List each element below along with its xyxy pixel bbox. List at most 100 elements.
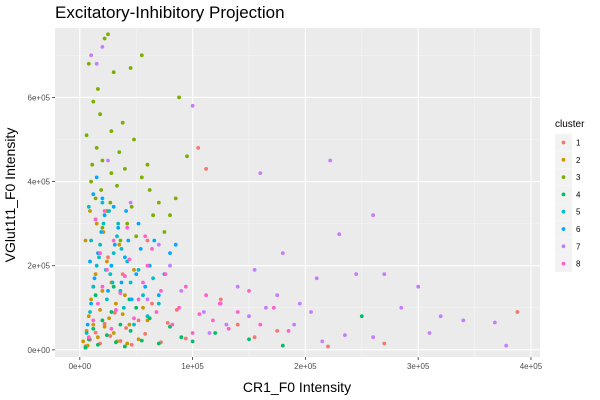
data-point — [132, 268, 136, 272]
data-point — [286, 329, 291, 333]
data-point — [247, 337, 251, 342]
y-tick-label: 2e+05 — [28, 262, 51, 271]
data-point — [156, 341, 161, 346]
data-point — [515, 310, 520, 314]
x-tick-label: 0e+00 — [69, 362, 92, 371]
data-point — [88, 209, 92, 213]
data-point — [105, 259, 109, 264]
data-point — [183, 336, 188, 341]
series-cluster-6 — [85, 175, 178, 327]
data-point — [91, 322, 96, 327]
legend-key-point — [561, 261, 566, 266]
data-point — [224, 322, 229, 327]
data-point — [382, 341, 387, 346]
data-point — [493, 320, 497, 325]
x-axis-title: CR1_F0 Intensity — [243, 379, 351, 395]
data-point — [320, 339, 325, 344]
data-point — [120, 312, 125, 316]
data-point — [123, 255, 127, 260]
x-tick-label: 4e+05 — [520, 362, 543, 371]
legend-label: 4 — [576, 190, 581, 199]
data-point — [119, 247, 124, 251]
data-point — [168, 213, 172, 218]
data-point — [109, 171, 114, 176]
data-point — [156, 200, 161, 205]
data-point — [150, 247, 154, 251]
data-point — [235, 322, 240, 327]
data-point — [85, 322, 90, 327]
x-tick-label: 2e+05 — [294, 362, 317, 371]
data-point — [359, 314, 364, 319]
data-point — [116, 225, 121, 230]
data-point — [100, 45, 105, 49]
data-point — [123, 274, 127, 279]
data-point — [89, 53, 93, 58]
data-point — [218, 297, 223, 302]
x-axis: 0e+00 1e+05 2e+05 3e+05 4e+05 — [69, 357, 543, 371]
data-point — [124, 326, 128, 330]
data-point — [118, 322, 123, 327]
data-point — [89, 238, 93, 243]
data-point — [152, 238, 157, 243]
panel-background — [55, 28, 540, 357]
data-point — [326, 344, 330, 349]
data-point — [84, 133, 89, 138]
data-point — [204, 293, 209, 298]
data-point — [371, 335, 375, 340]
data-point — [504, 343, 509, 348]
data-point — [247, 289, 251, 293]
data-point — [399, 305, 404, 310]
data-point — [93, 217, 98, 222]
data-point — [162, 230, 167, 234]
data-point — [343, 333, 347, 337]
legend-item-2: 2 — [555, 151, 581, 169]
data-point — [156, 301, 161, 306]
data-point — [145, 297, 150, 302]
data-point — [129, 342, 134, 347]
data-point — [138, 247, 143, 251]
data-point — [106, 289, 110, 293]
data-point — [151, 276, 156, 281]
data-point — [102, 36, 107, 41]
data-point — [271, 305, 276, 310]
data-point — [190, 331, 195, 335]
data-point — [139, 53, 144, 58]
data-point — [102, 213, 107, 218]
data-point — [147, 188, 152, 192]
data-point — [145, 162, 150, 167]
data-point — [89, 297, 93, 302]
data-point — [275, 329, 280, 333]
data-point — [297, 301, 302, 306]
data-point — [111, 331, 116, 335]
data-point — [83, 238, 88, 243]
data-point — [88, 310, 92, 314]
data-point — [106, 32, 110, 37]
data-point — [110, 280, 115, 285]
plot-panel — [55, 28, 540, 357]
legend-label: 2 — [576, 156, 581, 165]
data-point — [105, 268, 109, 272]
data-point — [128, 200, 133, 205]
data-point — [177, 305, 182, 310]
data-point — [150, 301, 154, 306]
y-tick-label: 6e+05 — [28, 93, 51, 102]
data-point — [275, 293, 280, 298]
data-point — [89, 301, 93, 306]
data-point — [196, 146, 201, 150]
data-point — [197, 312, 202, 316]
data-point — [156, 242, 161, 247]
legend: cluster 1 2 3 4 5 6 7 8 — [555, 119, 585, 273]
legend-label: 1 — [576, 139, 581, 148]
data-point — [145, 263, 150, 268]
data-point — [190, 103, 195, 108]
data-point — [247, 314, 251, 319]
data-point — [111, 70, 116, 75]
data-point — [100, 158, 105, 163]
legend-item-6: 6 — [555, 220, 581, 238]
data-point — [107, 209, 111, 213]
data-point — [328, 158, 333, 163]
data-point — [252, 335, 257, 340]
data-point — [97, 255, 101, 260]
data-point — [168, 251, 172, 256]
legend-key-point — [561, 140, 566, 145]
